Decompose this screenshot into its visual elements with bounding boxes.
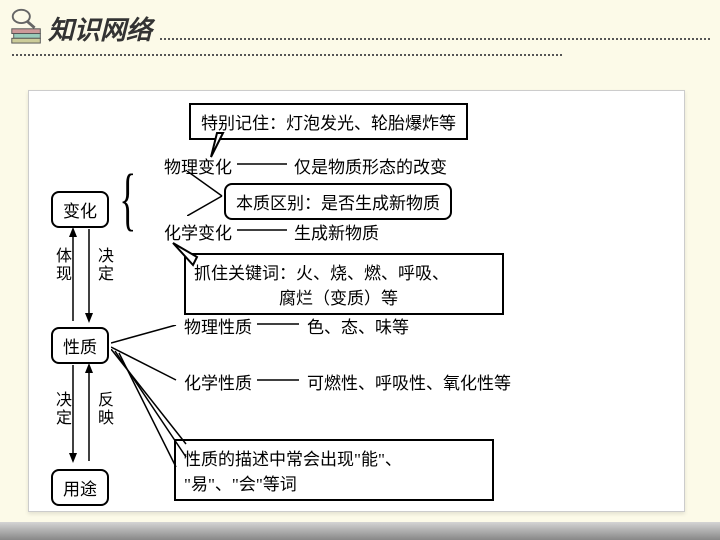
page-title: 知识网络 (48, 10, 152, 47)
desc-wulix: 色、态、味等 (307, 313, 409, 338)
note-bot: 性质的描述中常会出现"能"、 "易"、"会"等词 (174, 439, 494, 501)
node-benzhi: 本质区别：是否生成新物质 (224, 183, 452, 220)
rel-tixian: 体现 (49, 247, 73, 283)
line-wuli (237, 163, 287, 165)
footer-bar (0, 522, 720, 540)
desc-huaxue: 生成新物质 (294, 219, 379, 244)
note-mid-l1: 抓住关键词：火、烧、燃、呼吸、 (194, 264, 449, 283)
node-yongtu: 用途 (51, 469, 109, 506)
node-huaxuex: 化学性质 (184, 369, 252, 394)
callout-tails-bot (111, 349, 191, 469)
desc-wuli: 仅是物质形态的改变 (294, 153, 447, 178)
note-mid-l2: 腐烂（变质）等 (194, 289, 398, 308)
note-bot-l1: 性质的描述中常会出现"能"、 (184, 450, 402, 469)
node-wulix: 物理性质 (184, 313, 252, 338)
node-bianhua: 变化 (51, 191, 109, 228)
magnifier-books-icon (8, 6, 46, 44)
dots-bottom (12, 54, 562, 56)
line-huaxue (237, 229, 287, 231)
note-bot-l2: "易"、"会"等词 (184, 475, 297, 494)
callout-tail-mid (169, 239, 199, 269)
note-mid: 抓住关键词：火、烧、燃、呼吸、 腐烂（变质）等 (184, 253, 504, 315)
dots-top (160, 38, 710, 40)
rel-jueding2: 决定 (49, 391, 73, 427)
desc-huaxuex: 可燃性、呼吸性、氧化性等 (307, 369, 511, 394)
line-wulix (257, 323, 299, 325)
diagram-panel: 特别记住：灯泡发光、轮胎爆炸等 变化 { 物理变化 仅是物质形态的改变 本质区别… (28, 90, 685, 512)
node-xingzhi: 性质 (51, 327, 109, 364)
line-huaxuex (257, 379, 299, 381)
rel-jueding: 决定 (91, 247, 115, 283)
header: 知识网络 (0, 0, 720, 48)
note-top: 特别记住：灯泡发光、轮胎爆炸等 (189, 103, 468, 140)
line-benzhi (187, 171, 227, 216)
brace-bianhua: { (119, 165, 136, 235)
